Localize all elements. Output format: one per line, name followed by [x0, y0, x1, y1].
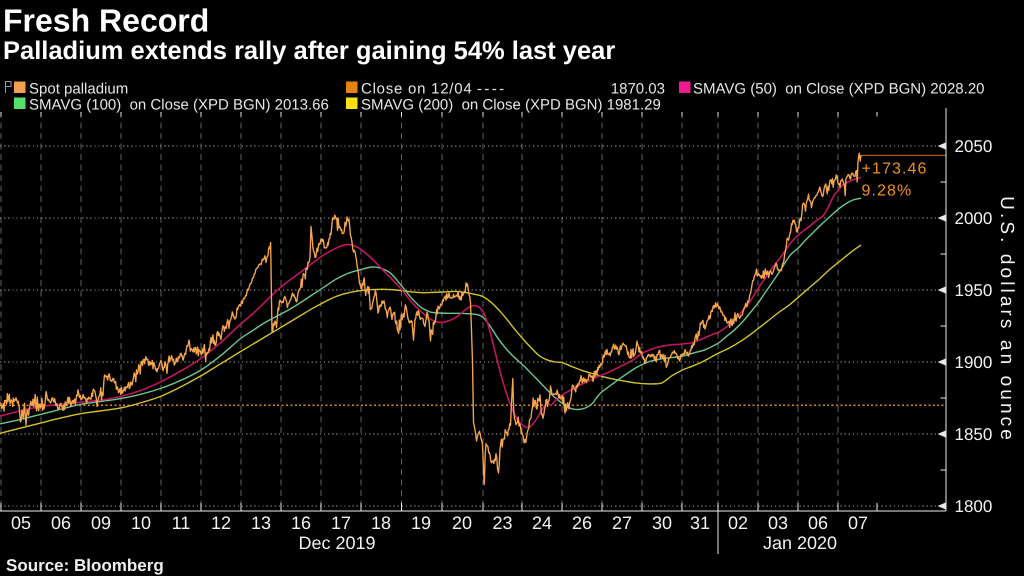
svg-text:SMAVG (200) on Close (XPD BGN: SMAVG (200) on Close (XPD BGN) 1981.29: [361, 97, 661, 114]
svg-text:19: 19: [411, 513, 431, 533]
svg-text:09: 09: [91, 513, 111, 533]
svg-text:U.S. dollars an ounce: U.S. dollars an ounce: [996, 196, 1017, 443]
svg-text:03: 03: [768, 513, 788, 533]
svg-text:1800: 1800: [955, 497, 993, 516]
svg-text:1850: 1850: [955, 425, 993, 444]
svg-text:----: ----: [477, 81, 507, 98]
svg-text:20: 20: [452, 513, 472, 533]
svg-text:30: 30: [652, 513, 672, 533]
svg-text:SMAVG (50) on Close (XPD BGN): SMAVG (50) on Close (XPD BGN) 2028.20: [693, 81, 985, 98]
svg-text:Close on 12/04: Close on 12/04: [361, 81, 472, 98]
svg-text:Fresh Record: Fresh Record: [3, 3, 209, 39]
svg-text:26: 26: [572, 513, 592, 533]
svg-text:1870.03: 1870.03: [611, 81, 665, 98]
svg-text:1950: 1950: [955, 281, 993, 300]
svg-text:06: 06: [51, 513, 71, 533]
svg-text:Palladium extends rally after: Palladium extends rally after gaining 54…: [3, 37, 615, 65]
svg-text:Spot palladium: Spot palladium: [29, 81, 128, 98]
svg-text:9.28%: 9.28%: [862, 183, 913, 200]
svg-text:18: 18: [371, 513, 391, 533]
svg-text:24: 24: [532, 513, 552, 533]
svg-text:2050: 2050: [955, 137, 993, 156]
svg-text:27: 27: [612, 513, 632, 533]
svg-text:07: 07: [848, 513, 868, 533]
svg-text:06: 06: [808, 513, 828, 533]
svg-text:13: 13: [251, 513, 271, 533]
svg-text:SMAVG (100) on Close (XPD BGN: SMAVG (100) on Close (XPD BGN) 2013.66: [29, 97, 329, 114]
svg-text:05: 05: [11, 513, 31, 533]
svg-text:11: 11: [172, 513, 191, 533]
svg-text:31: 31: [690, 513, 710, 533]
svg-text:02: 02: [728, 513, 748, 533]
svg-text:17: 17: [331, 513, 351, 533]
svg-text:2000: 2000: [955, 209, 993, 228]
svg-text:Jan 2020: Jan 2020: [763, 533, 837, 553]
svg-text:23: 23: [492, 513, 512, 533]
svg-text:16: 16: [291, 513, 311, 533]
svg-text:+173.46: +173.46: [862, 161, 928, 178]
svg-text:Source: Bloomberg: Source: Bloomberg: [6, 556, 164, 575]
svg-text:10: 10: [131, 513, 151, 533]
svg-text:1900: 1900: [955, 353, 993, 372]
svg-text:12: 12: [211, 513, 231, 533]
svg-text:Dec 2019: Dec 2019: [298, 533, 375, 553]
